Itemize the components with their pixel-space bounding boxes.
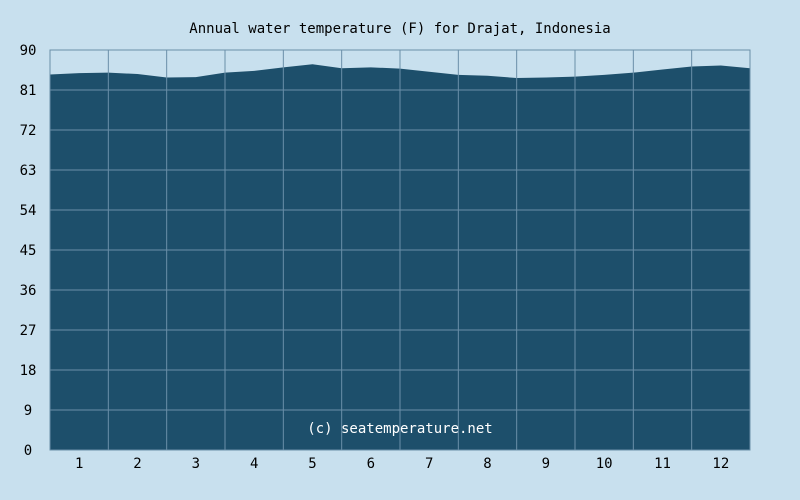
grid-lines	[49, 49, 751, 451]
x-tick-label: 10	[596, 456, 613, 472]
y-tick-label: 0	[24, 443, 32, 459]
y-tick-label: 63	[20, 163, 37, 179]
chart-title: Annual water temperature (F) for Drajat,…	[189, 21, 610, 37]
y-tick-label: 27	[20, 323, 37, 339]
x-tick-label: 8	[483, 456, 491, 472]
x-tick-label: 11	[654, 456, 671, 472]
x-tick-label: 12	[712, 456, 729, 472]
y-tick-label: 45	[20, 243, 37, 259]
y-tick-label: 72	[20, 123, 37, 139]
y-tick-label: 9	[24, 403, 32, 419]
x-tick-label: 9	[542, 456, 550, 472]
plot-border	[49, 49, 751, 451]
x-tick-label: 1	[75, 456, 83, 472]
y-tick-label: 18	[20, 363, 37, 379]
y-tick-label: 36	[20, 283, 37, 299]
x-tick-label: 5	[308, 456, 316, 472]
watermark: (c) seatemperature.net	[307, 421, 492, 437]
x-tick-label: 7	[425, 456, 433, 472]
y-tick-label: 54	[20, 203, 37, 219]
y-axis: 0 9 18 27 36 45 54 63 72 81 90	[20, 43, 37, 459]
x-tick-label: 3	[192, 456, 200, 472]
x-axis: 1 2 3 4 5 6 7 8 9 10 11 12	[75, 456, 729, 472]
x-tick-label: 2	[133, 456, 141, 472]
x-tick-label: 6	[367, 456, 375, 472]
x-tick-label: 4	[250, 456, 258, 472]
y-tick-label: 90	[20, 43, 37, 59]
y-tick-label: 81	[20, 83, 37, 99]
